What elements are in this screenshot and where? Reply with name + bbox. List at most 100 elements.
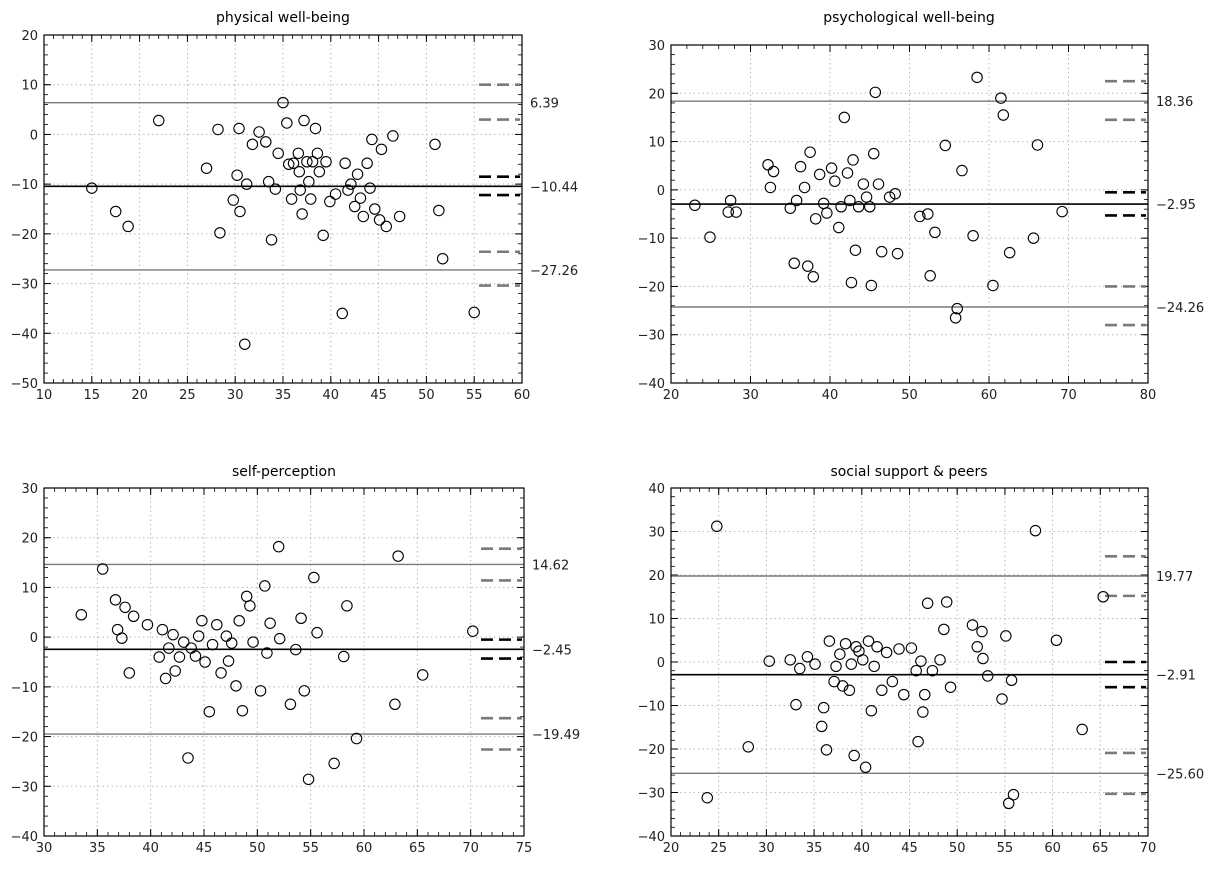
panel-1-xtick-label: 40 <box>323 388 340 403</box>
panel-1-data-point <box>272 147 284 160</box>
panel-2-data-point <box>971 71 983 84</box>
panel-2-data-point <box>891 247 904 260</box>
panel-3-data-point <box>328 757 340 770</box>
panel-3: 30 35 40 45 50 55 60 65 70 75 30 20 10 0 −10 −20 −30 −40 1… <box>11 482 581 856</box>
panel-1-data-point <box>348 200 361 213</box>
panel-4-xtick-label: 55 <box>997 841 1014 856</box>
panel-1-data-point <box>86 182 98 194</box>
panel-1-data-point <box>313 165 326 178</box>
panel-3-data-point <box>199 656 211 668</box>
panel-1-data-point <box>227 194 240 206</box>
panel-4-data-point <box>845 658 858 670</box>
panel-3-frame <box>43 487 525 837</box>
panel-2-data-point <box>790 194 803 207</box>
panel-1-data-point <box>366 133 378 146</box>
panel-1-ytick-label: 0 <box>30 128 38 143</box>
panel-1-data-point <box>336 307 349 320</box>
panel-4-data-point <box>977 652 989 665</box>
panel-4-data-point <box>820 744 833 756</box>
panel-3-data-point <box>109 594 122 606</box>
panel-2-data-point <box>841 167 854 179</box>
panel-1-data-point <box>364 182 376 194</box>
panel-4-xtick-label: 60 <box>1044 841 1061 856</box>
panel-1-data-point <box>373 214 386 226</box>
panel-2-data-point <box>939 139 952 152</box>
panel-4-ytick-label: 30 <box>648 526 665 541</box>
panel-3-data-point <box>116 632 128 644</box>
panel-1-data-point <box>234 205 246 218</box>
panel-3-data-point <box>389 698 401 711</box>
panel-4-ytick-label: 0 <box>657 656 665 671</box>
panel-2-data-point <box>730 206 742 218</box>
panel-4-data-point <box>966 619 979 631</box>
panel-1-xtick-label: 10 <box>36 388 53 403</box>
panel-1-data-point <box>233 122 245 135</box>
panel-2-data-point <box>987 279 999 292</box>
panel-1-data-point <box>369 203 381 215</box>
panel-3-data-point <box>169 665 181 677</box>
panel-3-data-point <box>350 732 363 745</box>
panel-4-data-point <box>815 720 828 733</box>
panel-4-data-point <box>912 735 924 748</box>
panel-1-data-point <box>361 157 373 170</box>
panel-3-data-point <box>337 650 350 663</box>
panel-3-xtick-label: 75 <box>516 841 533 856</box>
panel-4-data-point <box>880 646 893 659</box>
panel-1-data-point <box>301 156 313 168</box>
panel-4-data-point <box>834 648 846 660</box>
panel-3-data-point <box>182 752 194 764</box>
panel-3-title: self-perception <box>232 464 336 480</box>
panel-2-data-point <box>847 154 859 166</box>
panel-2-data-point <box>835 201 847 213</box>
panel-3-data-point <box>261 647 273 659</box>
panel-4-frame <box>670 487 1149 837</box>
panel-1-data-point <box>281 117 293 129</box>
panel-2-data-point <box>995 92 1007 104</box>
panel-3-data-point <box>247 636 259 648</box>
panel-4-data-point <box>971 641 983 653</box>
panel-3-data-point <box>240 590 253 603</box>
panel-1-ytick-label: −30 <box>11 278 38 293</box>
panel-3-data-point <box>159 672 172 685</box>
panel-4-data-point <box>794 662 806 675</box>
panel-1-data-point <box>212 123 224 136</box>
panel-1-xtick-label: 35 <box>275 388 292 403</box>
panel-3-data-point <box>298 685 311 697</box>
panel-2-data-point <box>794 160 807 173</box>
panel-4-ytick-label: −40 <box>638 830 665 845</box>
panel-3-data-point <box>244 600 256 612</box>
panel-2-data-point <box>865 279 878 292</box>
panel-3-data-point <box>119 601 131 614</box>
panel-1-ytick-label: −50 <box>11 377 38 392</box>
panel-2-data-point <box>956 164 968 177</box>
panel-4-data-point <box>938 623 950 636</box>
panel-3-xtick-label: 40 <box>142 841 159 856</box>
panel-4-data-point <box>809 658 821 670</box>
panel-2-data-point <box>1056 205 1068 218</box>
panel-4-lower-value-label: −25.60 <box>1156 767 1204 782</box>
panel-4-data-point <box>865 704 878 717</box>
panel-1-data-point <box>324 195 336 208</box>
panel-1-data-point <box>306 156 319 168</box>
panel-2-data-point <box>857 178 870 190</box>
panel-3-data-point <box>392 550 404 562</box>
panel-1-data-point <box>122 220 134 233</box>
panel-2-data-point <box>875 245 888 258</box>
panel-2-xtick-label: 30 <box>742 388 759 403</box>
panel-2-data-point <box>829 175 841 187</box>
panel-1-data-point <box>304 193 317 205</box>
panel-4-data-point <box>868 660 880 673</box>
panel-2-data-point <box>883 191 896 203</box>
panel-4-data-point <box>996 693 1008 705</box>
panel-1-data-point <box>214 227 226 239</box>
panel-3-data-point <box>302 773 315 786</box>
panel-3-data-point <box>311 626 323 639</box>
panel-1-xtick-label: 25 <box>179 388 196 403</box>
panel-1-data-point <box>282 158 295 171</box>
panel-1-data-point <box>342 184 354 196</box>
panel-3-xtick-label: 45 <box>196 841 213 856</box>
panel-2-ytick-label: −20 <box>638 280 665 295</box>
panel-2-ytick-label: 0 <box>657 184 665 199</box>
panel-4-data-point <box>817 701 830 714</box>
panel-1-xtick-label: 30 <box>227 388 244 403</box>
